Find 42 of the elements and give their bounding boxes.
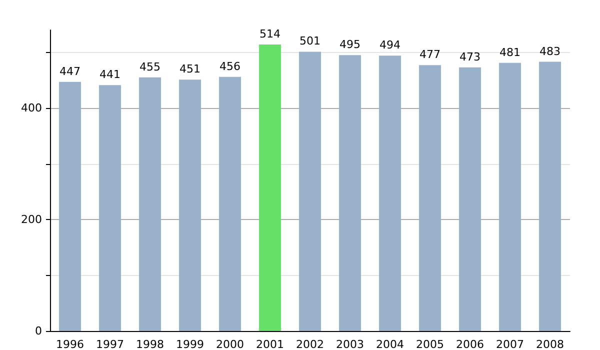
data-label: 514 (260, 27, 280, 40)
data-label: 481 (500, 46, 520, 59)
data-label: 495 (340, 38, 360, 52)
bar (179, 80, 201, 331)
bar (459, 67, 481, 331)
bar (259, 44, 281, 331)
y-tick-label: 0 (35, 324, 42, 338)
bar (99, 85, 121, 331)
x-tick-label: 2008 (536, 338, 564, 350)
bar (379, 56, 401, 331)
data-label: 483 (540, 44, 560, 58)
bar (539, 62, 561, 331)
data-label: 451 (180, 62, 200, 76)
data-label: 456 (220, 60, 240, 73)
x-tick-label: 2003 (336, 338, 364, 350)
data-label: 477 (420, 48, 440, 62)
bar (59, 82, 81, 331)
data-label: 494 (380, 38, 400, 52)
x-tick-label: 2006 (456, 338, 484, 350)
bar (419, 65, 441, 331)
x-tick-label: 1999 (176, 338, 204, 350)
x-tick-label: 2002 (296, 338, 324, 350)
x-tick-label: 1996 (56, 338, 84, 350)
y-tick-label: 400 (21, 102, 42, 115)
data-label: 447 (60, 64, 80, 78)
bar (219, 76, 241, 331)
bar (139, 77, 161, 331)
x-tick-label: 2005 (416, 338, 444, 350)
x-tick-label: 2004 (376, 338, 404, 350)
bar (299, 52, 321, 331)
data-label: 441 (100, 68, 120, 82)
bar (499, 62, 521, 331)
data-label: 501 (300, 34, 320, 48)
data-label: 455 (140, 60, 160, 74)
data-label: 473 (460, 50, 480, 64)
x-tick-label: 1998 (136, 338, 164, 350)
bar (339, 55, 361, 331)
x-tick-label: 2000 (216, 338, 244, 350)
y-tick-label: 200 (21, 213, 42, 226)
x-tick-label: 2001 (256, 338, 284, 350)
x-tick-label: 1997 (96, 338, 124, 350)
x-tick-label: 2007 (496, 338, 524, 350)
